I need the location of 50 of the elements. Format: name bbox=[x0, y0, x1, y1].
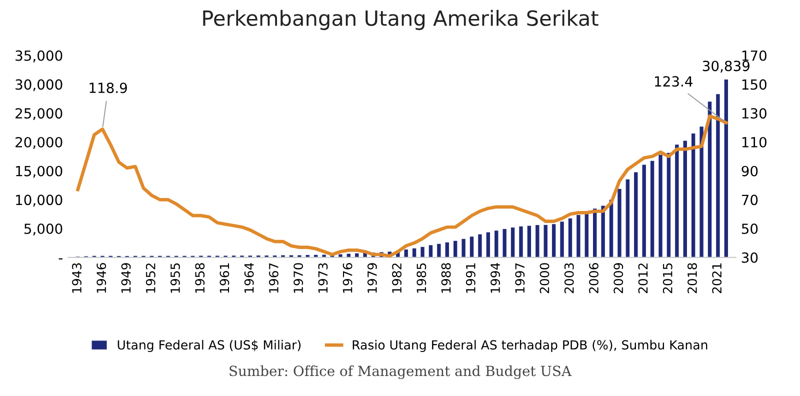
x-tick-label: 2009 bbox=[614, 263, 624, 294]
x-tick-label: 1982 bbox=[392, 264, 402, 293]
y-tick-label: 15,000 bbox=[16, 166, 62, 178]
y-tick-label: - bbox=[58, 258, 62, 260]
x-tick-label: 1970 bbox=[294, 263, 304, 293]
x-tick-label: 1976 bbox=[342, 263, 352, 293]
x-tick-label: 2003 bbox=[564, 263, 574, 294]
x-tick-label: 2000 bbox=[540, 263, 550, 294]
chart-title: Perkembangan Utang Amerika Serikat bbox=[203, 10, 598, 30]
y2-tick-label: 50 bbox=[742, 224, 758, 234]
x-tick-label: 1952 bbox=[146, 264, 156, 293]
x-tick-label: 2015 bbox=[662, 263, 672, 294]
data-label: 30,839 bbox=[702, 60, 750, 73]
x-tick-label: 1961 bbox=[220, 263, 230, 293]
y2-tick-label: 110 bbox=[742, 136, 766, 148]
y-tick-label: 20,000 bbox=[16, 136, 62, 149]
y-tick-label: 10,000 bbox=[16, 194, 62, 207]
x-tick-label: 1994 bbox=[490, 262, 500, 293]
x-tick-label: 1949 bbox=[121, 263, 131, 293]
y-tick-label: 5,000 bbox=[24, 224, 62, 236]
legend-label: Rasio Utang Federal AS terhadap PDB (%), Sumbu Kanan bbox=[352, 340, 708, 352]
y2-tick-label: 170 bbox=[742, 50, 766, 61]
data-label: 123.4 bbox=[655, 76, 692, 87]
x-tick-label: 2018 bbox=[688, 263, 697, 294]
y-tick-label: 35,000 bbox=[16, 50, 62, 62]
x-tick-label: 1958 bbox=[195, 263, 205, 293]
y2-tick-label: 130 bbox=[742, 108, 766, 119]
x-tick-label: 2012 bbox=[638, 264, 648, 294]
x-tick-label: 1964 bbox=[244, 262, 254, 293]
x-tick-label: 1988 bbox=[441, 263, 451, 293]
x-tick-label: 2021 bbox=[712, 263, 722, 294]
y-tick-label: 30,000 bbox=[16, 79, 62, 92]
legend-label: Utang Federal AS (US$ Miliar) bbox=[118, 340, 301, 352]
y-tick-label: 25,000 bbox=[16, 108, 62, 120]
x-tick-label: 1967 bbox=[268, 263, 278, 293]
x-tick-label: 1979 bbox=[367, 263, 377, 293]
data-label: 118.9 bbox=[90, 82, 127, 94]
x-tick-label: 1973 bbox=[318, 263, 328, 293]
x-tick-label: 1985 bbox=[416, 263, 426, 293]
x-tick-label: 1946 bbox=[96, 263, 106, 293]
y2-tick-label: 90 bbox=[742, 166, 758, 176]
x-tick-label: 1991 bbox=[466, 263, 476, 293]
x-tick-label: 1997 bbox=[515, 263, 525, 293]
x-tick-label: 2006 bbox=[589, 263, 598, 294]
x-tick-label: 1943 bbox=[72, 263, 82, 293]
y2-tick-label: 30 bbox=[742, 252, 758, 263]
y2-tick-label: 150 bbox=[742, 79, 766, 90]
x-tick-label: 1955 bbox=[170, 263, 180, 293]
text: Sumber: Office of Management and Budget USA bbox=[230, 365, 572, 380]
y2-tick-label: 70 bbox=[742, 194, 758, 206]
